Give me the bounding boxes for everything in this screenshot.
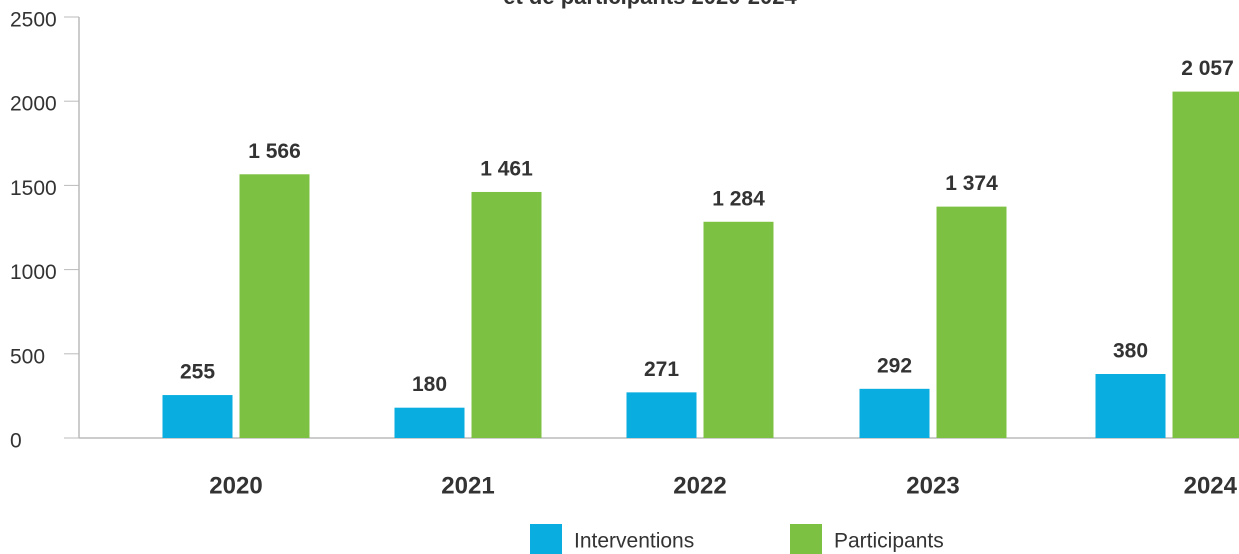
chart-title: et de participants 2020-2024 (503, 0, 797, 9)
y-tick-label: 0 (10, 430, 22, 453)
x-tick-label: 2020 (209, 472, 262, 499)
data-label: 1 374 (945, 172, 998, 195)
bar (162, 395, 233, 438)
bar (471, 191, 542, 438)
y-tick-label: 2500 (10, 9, 57, 32)
data-label: 1 566 (248, 140, 301, 163)
y-tick-label: 2000 (10, 93, 57, 116)
data-label: 255 (180, 361, 215, 384)
data-label: 180 (412, 373, 447, 396)
data-label: 292 (877, 354, 912, 377)
bar (394, 407, 465, 438)
x-tick-label: 2022 (673, 472, 726, 499)
bar (1095, 374, 1166, 438)
bar (859, 388, 930, 438)
data-label: 1 284 (712, 187, 765, 210)
legend-label: Interventions (574, 530, 694, 553)
x-tick-label: 2024 (1184, 472, 1238, 499)
data-label: 2 057 (1181, 57, 1234, 80)
x-tick-label: 2021 (441, 472, 494, 499)
bar (703, 221, 774, 438)
data-label: 380 (1113, 340, 1148, 363)
y-tick-label: 500 (10, 345, 45, 368)
bar (239, 174, 310, 439)
bar (626, 392, 697, 438)
bar (1172, 91, 1239, 438)
data-label: 1 461 (480, 158, 533, 181)
legend-swatch (790, 524, 822, 554)
y-tick-label: 1500 (10, 177, 57, 200)
x-tick-label: 2023 (906, 472, 959, 499)
legend-swatch (530, 524, 562, 554)
legend-label: Participants (834, 530, 944, 553)
data-label: 271 (644, 358, 679, 381)
y-tick-label: 1000 (10, 261, 57, 284)
bar (936, 206, 1007, 438)
